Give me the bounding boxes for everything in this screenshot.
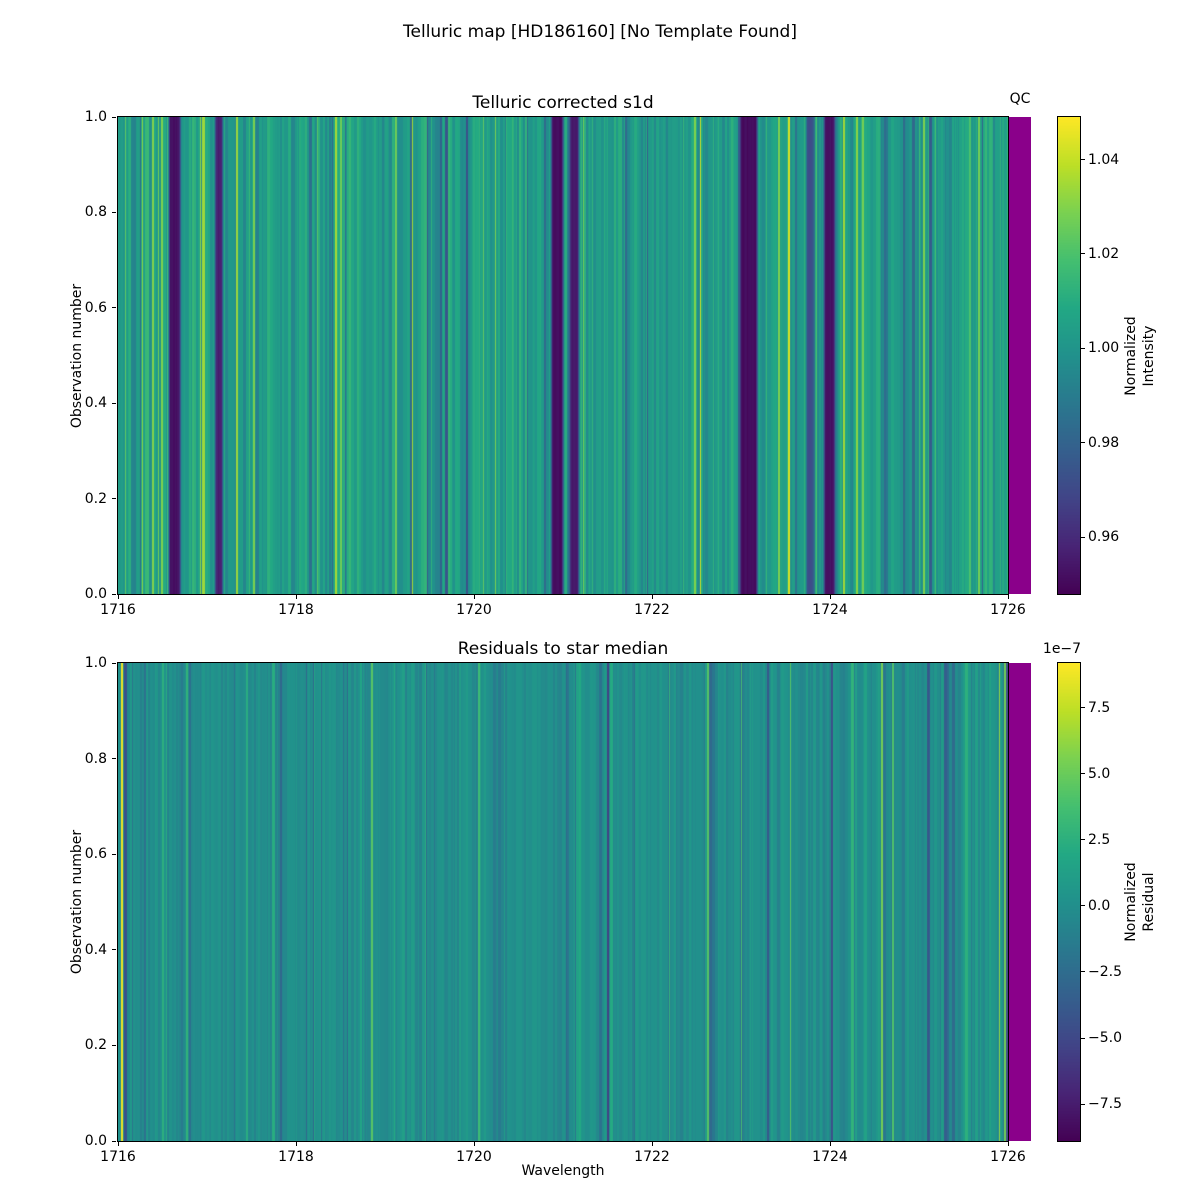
y-tick-label: 0.0 (84, 586, 107, 602)
colorbar-tick-mark (1081, 905, 1085, 907)
x-axis-label: Wavelength (521, 1163, 605, 1179)
y-tick-label: 0.4 (84, 941, 107, 958)
y-tick-mark (112, 593, 116, 595)
heatmap-residuals (117, 662, 1009, 1142)
colorbar-tick-label: 0.98 (1088, 434, 1120, 451)
x-tick-label: 1718 (278, 602, 314, 618)
y-tick-label: 0.8 (84, 750, 107, 767)
colorbar-tick-mark (1081, 253, 1085, 255)
x-tick-mark (1007, 1142, 1009, 1146)
x-tick-label: 1716 (100, 1149, 136, 1165)
x-tick-label: 1726 (990, 602, 1026, 618)
colorbar-tick-label: −7.5 (1088, 1096, 1122, 1113)
x-tick-mark (295, 1142, 297, 1146)
colorbar-tick-mark (1081, 159, 1085, 160)
colorbar-tick-label: 5.0 (1088, 765, 1111, 782)
heatmap-telluric-corrected (117, 116, 1009, 595)
y-tick-mark (112, 949, 116, 951)
colorbar-residual (1057, 662, 1081, 1142)
y-tick-label: 0.2 (84, 490, 107, 507)
y-tick-mark (112, 1140, 116, 1142)
colorbar-tick-mark (1081, 839, 1085, 841)
colorbar-tick-label: 2.5 (1088, 831, 1111, 848)
x-tick-mark (473, 595, 475, 599)
axes-title-residuals: Residuals to star median (457, 639, 669, 659)
y-tick-label: 0.2 (84, 1037, 107, 1054)
colorbar-label-intensity: Normalized Intensity (1122, 316, 1157, 396)
x-tick-label: 1718 (278, 1149, 314, 1165)
axes-title-telluric-corrected: Telluric corrected s1d (472, 93, 654, 113)
colorbar-tick-mark (1081, 347, 1085, 349)
y-tick-label: 1.0 (84, 655, 107, 671)
x-tick-label: 1722 (634, 1149, 670, 1165)
x-tick-label: 1724 (812, 602, 848, 618)
qc-flag-column-bottom (1009, 663, 1031, 1141)
x-tick-mark (829, 1142, 831, 1146)
y-tick-mark (112, 1044, 116, 1046)
y-tick-mark (112, 662, 116, 664)
colorbar-tick-label: 1.00 (1088, 340, 1120, 357)
colorbar-tick-label: −2.5 (1088, 963, 1122, 980)
colorbar-tick-label: 1.04 (1088, 151, 1120, 168)
x-tick-mark (473, 1142, 475, 1146)
y-tick-mark (112, 758, 116, 760)
colorbar-tick-label: 7.5 (1088, 699, 1111, 716)
y-tick-label: 0.8 (84, 204, 107, 221)
x-tick-label: 1726 (990, 1149, 1026, 1165)
colorbar-tick-label: −5.0 (1088, 1030, 1122, 1046)
y-tick-mark (112, 498, 116, 500)
x-tick-label: 1720 (456, 602, 492, 618)
colorbar-tick-mark (1081, 442, 1085, 444)
x-tick-mark (117, 595, 119, 599)
y-tick-mark (112, 853, 116, 855)
x-tick-label: 1724 (812, 1149, 848, 1165)
colorbar-offset-label: 1e−7 (1042, 641, 1082, 657)
y-tick-label: 0.6 (84, 846, 107, 863)
colorbar-tick-label: 0.96 (1088, 529, 1120, 546)
colorbar-tick-label: 1.02 (1088, 245, 1120, 262)
qc-column-label: QC (1009, 91, 1031, 107)
x-tick-label: 1722 (634, 602, 670, 618)
colorbar-tick-mark (1081, 971, 1085, 973)
y-tick-label: 0.4 (84, 395, 107, 412)
colorbar-label-residual: Normalized Residual (1122, 862, 1157, 942)
y-tick-label: 1.0 (84, 109, 107, 125)
x-tick-label: 1716 (100, 602, 136, 618)
y-tick-mark (112, 116, 116, 118)
x-tick-mark (295, 595, 297, 599)
x-tick-mark (1007, 595, 1009, 599)
y-tick-mark (112, 307, 116, 309)
x-tick-mark (117, 1142, 119, 1146)
y-tick-label: 0.0 (84, 1133, 107, 1149)
figure-title: Telluric map [HD186160] [No Template Fou… (403, 22, 797, 42)
x-tick-mark (651, 1142, 653, 1146)
y-tick-mark (112, 402, 116, 404)
x-tick-mark (829, 595, 831, 599)
colorbar-tick-mark (1081, 707, 1085, 709)
qc-flag-column-top (1009, 117, 1031, 594)
colorbar-tick-mark (1081, 536, 1085, 538)
x-tick-mark (651, 595, 653, 599)
colorbar-tick-mark (1081, 1103, 1085, 1105)
y-tick-mark (112, 211, 116, 213)
colorbar-tick-mark (1081, 773, 1085, 775)
colorbar-tick-label: 0.0 (1088, 897, 1111, 914)
y-tick-label: 0.6 (84, 299, 107, 316)
colorbar-intensity (1057, 116, 1081, 595)
x-tick-label: 1720 (456, 1149, 492, 1165)
colorbar-tick-mark (1081, 1037, 1085, 1039)
